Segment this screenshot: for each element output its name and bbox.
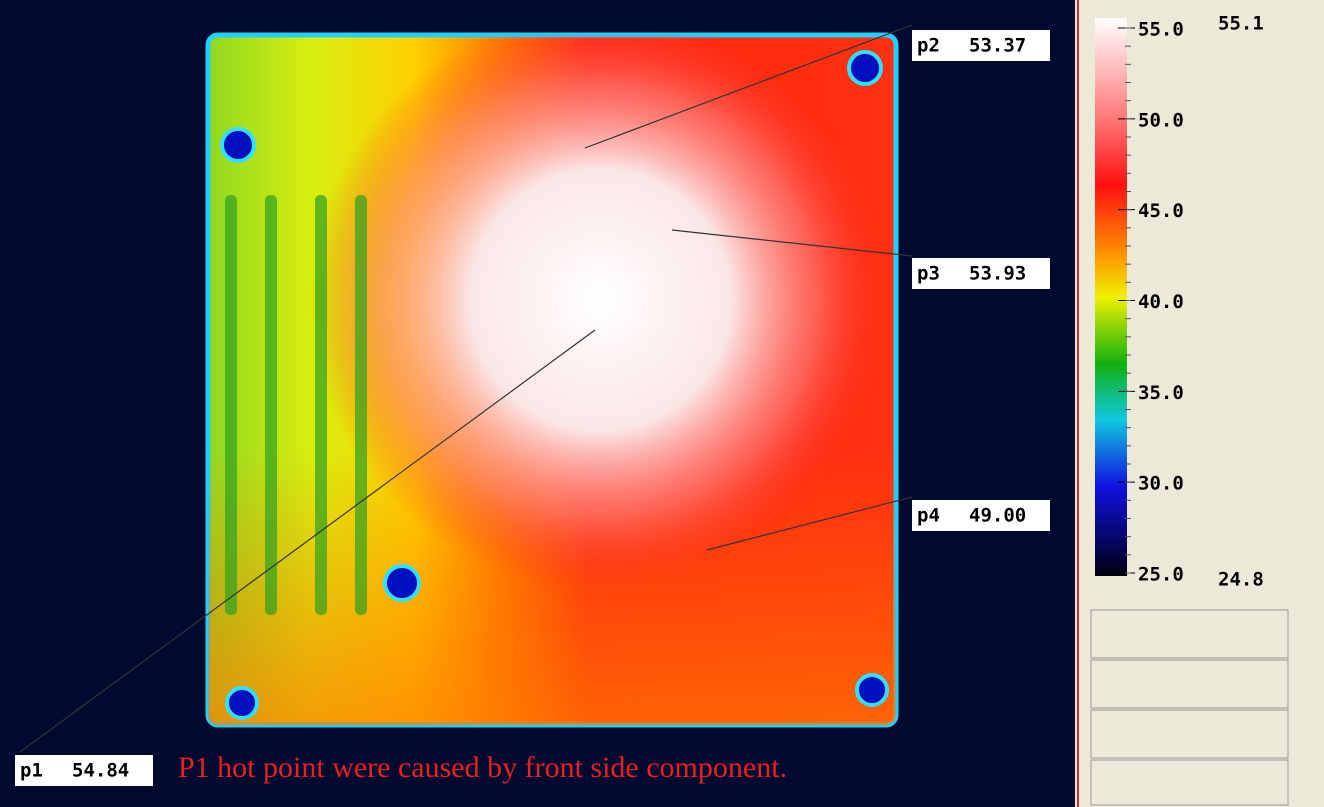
scale-label: 35.0 [1138,382,1184,404]
point-value: 53.93 [969,263,1026,285]
point-value: 53.37 [969,35,1026,57]
point-name: p4 [917,505,940,527]
caption: P1 hot point were caused by front side c… [178,751,787,784]
hotspot [208,35,896,725]
point-name: p1 [20,760,43,782]
point-name: p2 [917,35,940,57]
scale-label: 30.0 [1138,473,1184,495]
scale-label: 55.0 [1138,19,1184,41]
info-boxes [1091,610,1288,805]
scale-max: 55.1 [1218,13,1264,35]
scale-min: 24.8 [1218,569,1264,591]
scale-label: 50.0 [1138,109,1184,131]
color-bar [1095,18,1127,576]
point-name: p3 [917,263,940,285]
point-value: 54.84 [72,760,129,782]
scale-label: 45.0 [1138,200,1184,222]
scale-label: 40.0 [1138,291,1184,313]
thermal-viewer: p1 54.84 p2 53.37 p3 53.93 p4 49.00 P1 hot poin… [0,0,1324,807]
scale-label: 25.0 [1138,564,1184,586]
point-value: 49.00 [969,505,1026,527]
